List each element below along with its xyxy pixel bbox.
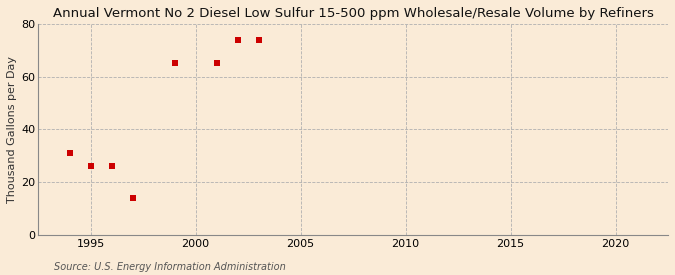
- Point: [127, 196, 138, 200]
- Y-axis label: Thousand Gallons per Day: Thousand Gallons per Day: [7, 56, 17, 203]
- Point: [85, 164, 96, 168]
- Point: [253, 37, 264, 42]
- Point: [232, 37, 243, 42]
- Title: Annual Vermont No 2 Diesel Low Sulfur 15-500 ppm Wholesale/Resale Volume by Refi: Annual Vermont No 2 Diesel Low Sulfur 15…: [53, 7, 653, 20]
- Point: [64, 151, 75, 155]
- Point: [106, 164, 117, 168]
- Point: [211, 61, 222, 66]
- Point: [169, 61, 180, 66]
- Text: Source: U.S. Energy Information Administration: Source: U.S. Energy Information Administ…: [54, 262, 286, 272]
